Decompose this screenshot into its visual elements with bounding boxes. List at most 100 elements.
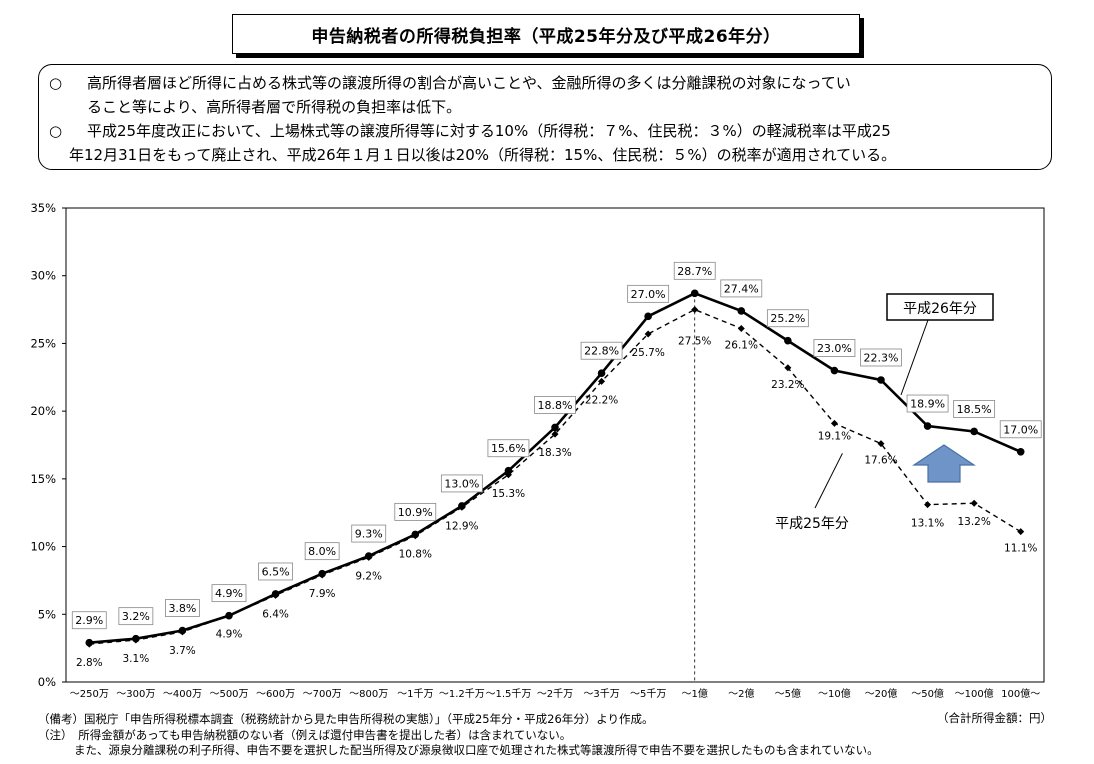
data-label-h26: 4.9% [215,587,243,600]
data-label-box-h26 [860,348,902,367]
x-tick-label: ～20億 [865,687,898,700]
data-point-h25 [691,306,699,314]
data-label-box-h26 [627,284,670,303]
data-label-h25: 3.1% [123,653,150,665]
data-point-h26 [877,376,885,384]
data-point-h26 [597,369,606,378]
x-tick-label: ～250万 [70,689,109,700]
y-tick-label: 5% [38,607,56,621]
data-label-h26: 27.0% [631,288,666,301]
footer-source: （備考）国税庁「申告所得税標本調査（税務統計から見た申告所得税の実態）」（平成2… [38,712,654,726]
y-tick-label: 25% [30,336,56,350]
data-label-h25: 17.6% [864,455,897,467]
data-point-h26 [830,366,839,375]
data-point-h26 [271,590,280,598]
plot-frame [65,207,1045,683]
note-line-3: ○ 平成25年度改正において、上場株式等の譲渡所得等に対する10%（所得税：７%、… [49,119,1041,143]
x-tick-label: ～600万 [256,689,295,700]
data-label-h25: 19.1% [818,430,851,442]
data-label-box-h26 [720,279,763,298]
up-arrow-icon [912,444,976,483]
x-tick-label: ～5千万 [630,688,666,700]
bullet-icon: ○ [49,122,63,140]
data-label-h25: 6.4% [262,608,289,620]
data-label-box-h26 [304,542,340,561]
data-point-h26 [1016,447,1025,456]
footer-note-2: また、源泉分離課税の利子所得、申告不要を選択した配当所得及び源泉徴収口座で処理さ… [74,743,879,757]
unit-label: （合計所得金額：円） [937,711,1052,725]
data-label-box-h26 [673,261,716,280]
data-label-box-h26 [71,611,107,630]
data-point-h26 [132,634,140,643]
data-label-box-h26 [258,562,293,581]
footer-note: （注） 所得金額があっても申告納税額のない者（例えば還付申告書を提出した者）は含… [38,728,572,742]
data-label-h26: 8.0% [308,545,336,558]
note-text-3: 平成25年度改正において、上場株式等の譲渡所得等に対する10%（所得税：７%、住… [87,122,891,140]
data-label-box-h26 [211,584,247,603]
legend-label-h25: 平成25年分 [775,516,849,532]
data-label-box-h26 [165,599,200,617]
data-label-box-h26 [580,341,623,360]
data-point-h26 [737,307,746,315]
data-label-h26: 25.2% [770,312,805,325]
data-point-h26 [364,552,373,560]
data-point-h26 [690,289,699,298]
data-label-h26: 18.9% [910,398,945,411]
y-tick-label: 0% [38,675,56,689]
data-point-h25 [644,330,652,338]
note-text-1: 高所得者層ほど所得に占める株式等の譲渡所得の割合が高いことや、金融所得の多くは分… [87,74,851,92]
data-label-box-h26 [766,309,809,328]
data-label-h25: 27.5% [678,336,711,348]
x-tick-label: ～300万 [116,689,155,700]
x-tick-label: ～10億 [818,687,851,700]
data-point-h26 [784,336,792,345]
x-tick-label: ～100億 [955,687,994,700]
data-label-h26: 3.8% [168,602,196,615]
data-point-h25 [784,364,792,372]
data-point-h26 [225,611,233,620]
y-tick-label: 30% [30,269,56,283]
data-label-h26: 10.9% [398,506,433,519]
data-label-box-h26 [534,395,576,414]
legend-label-h26: 平成26年分 [903,301,977,317]
data-label-h26: 22.3% [864,351,899,364]
data-point-h26 [318,569,326,578]
data-label-h26: 13.0% [444,477,479,490]
y-tick-label: 20% [30,404,56,418]
x-tick-label: ～400万 [163,689,202,700]
data-label-h26: 22.8% [584,345,619,358]
data-label-box-h26 [813,339,856,357]
data-label-h26: 18.8% [538,399,573,412]
x-tick-label: ～800万 [349,689,388,700]
data-label-h25: 22.2% [585,394,618,406]
data-label-h25: 2.8% [76,657,103,669]
data-label-h25: 11.1% [1004,543,1037,555]
data-label-box-h26 [351,524,387,543]
note-line-2: ること等により、高所得者層で所得税の負担率は低下。 [87,98,462,116]
data-point-h25 [551,430,559,438]
x-tick-label: ～500万 [209,689,248,700]
data-label-h26: 27.4% [724,282,759,295]
data-point-h25 [598,377,606,385]
bullet-icon: ○ [49,74,63,92]
x-tick-label: ～1億 [682,687,708,700]
data-point-h25 [737,325,745,333]
data-label-box-h26 [394,502,437,521]
data-label-h25: 13.2% [957,516,990,528]
data-label-box-h26 [118,607,154,626]
x-tick-label: 100億～ [1001,687,1040,700]
data-label-h26: 2.9% [75,614,103,627]
data-label-h25: 3.7% [169,645,196,657]
data-point-h25 [970,499,978,507]
note-line-4: 年12月31日をもって廃止され、平成26年１月１日以後は20%（所得税：15%、… [69,146,897,164]
data-point-h26 [411,530,420,539]
data-label-h26: 3.2% [122,610,150,623]
y-tick-label: 15% [30,472,56,486]
x-tick-label: ～5億 [775,687,801,700]
data-point-h26 [178,626,187,635]
data-point-h26 [551,423,559,432]
x-tick-label: ～3千万 [583,688,619,700]
data-label-h25: 18.3% [538,447,571,459]
data-label-box-h26 [999,420,1042,439]
data-label-box-h26 [906,394,949,413]
